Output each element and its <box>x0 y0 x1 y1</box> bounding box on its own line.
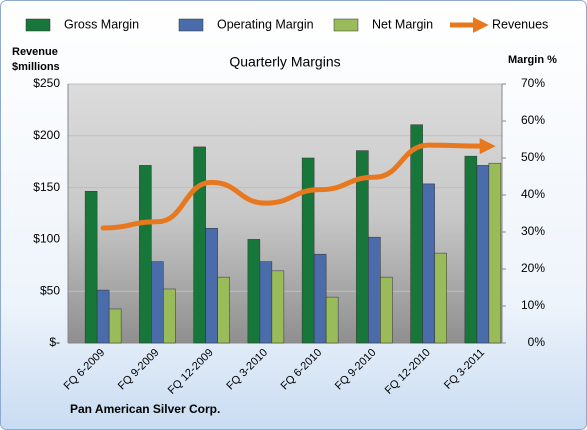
legend-label: Revenues <box>492 17 548 31</box>
bar <box>139 165 152 344</box>
y2-tick-label: 10% <box>521 298 545 312</box>
bar <box>163 288 176 344</box>
y-axis-label: Revenue <box>12 46 58 58</box>
bar <box>368 236 381 344</box>
bar <box>410 124 423 344</box>
y2-tick-label: 40% <box>521 187 545 201</box>
y2-tick-label: 20% <box>521 261 545 275</box>
bar <box>193 146 206 344</box>
legend-swatch <box>178 18 204 32</box>
bar <box>205 228 218 344</box>
bar <box>380 276 393 344</box>
y-tick-label: $100 <box>33 232 60 246</box>
bar <box>151 261 164 344</box>
y2-tick-label: 50% <box>521 150 545 164</box>
legend-swatch <box>25 18 51 32</box>
bar <box>325 296 339 344</box>
legend-label: Net Margin <box>372 17 433 31</box>
bar <box>247 239 261 344</box>
legend-label: Gross Margin <box>64 17 139 31</box>
bar <box>259 261 273 344</box>
y2-axis-label: Margin % <box>508 54 557 66</box>
bar <box>301 157 315 344</box>
y2-tick-label: 70% <box>521 76 545 90</box>
legend-swatch <box>333 18 359 32</box>
legend-label: Operating Margin <box>217 17 314 31</box>
y2-tick-label: 0% <box>528 335 546 349</box>
bar <box>108 308 122 344</box>
bar <box>422 183 435 344</box>
y2-tick-label: 30% <box>521 224 545 238</box>
bar <box>476 165 490 344</box>
bar <box>217 276 230 344</box>
chart-title: Quarterly Margins <box>229 54 340 70</box>
legend: Gross Margin Operating Margin Net Margin Re… <box>25 16 548 34</box>
y-tick-label: $- <box>49 335 60 349</box>
y-tick-label: $250 <box>33 76 60 90</box>
y-tick-label: $50 <box>40 283 60 297</box>
bar <box>84 191 98 344</box>
bar <box>96 289 110 344</box>
y-axis-label: $millions <box>12 61 60 73</box>
bar <box>464 155 478 344</box>
source: Pan American Silver Corp. <box>70 402 220 416</box>
line <box>100 138 496 231</box>
bar <box>313 253 327 344</box>
bar <box>434 252 447 344</box>
y2-tick-label: 60% <box>521 113 545 127</box>
y-tick-label: $150 <box>33 180 60 194</box>
bar <box>488 162 502 344</box>
y-tick-label: $200 <box>33 128 60 142</box>
bar <box>271 270 285 344</box>
